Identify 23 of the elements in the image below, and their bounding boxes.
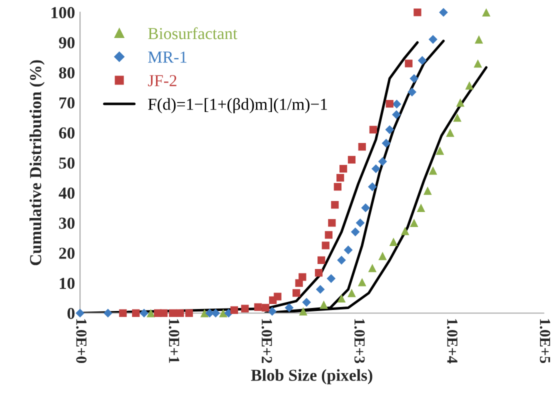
y-tick-label: 90 (58, 37, 75, 48)
y-axis-title: Cumulative Distribution (%) (30, 60, 45, 266)
x-tick-label: 1.0E+2 (262, 319, 272, 363)
legend-label: MR-1 (148, 52, 186, 63)
y-tick-label: 70 (59, 97, 75, 109)
y-tick-label: 30 (59, 218, 75, 229)
x-tick-label: 1.0E+5 (540, 319, 550, 364)
y-tick-label: 10 (60, 278, 75, 289)
x-axis-title: Blob Size (pixels) (251, 369, 372, 384)
y-tick-label: 40 (58, 188, 75, 199)
y-tick-label: 80 (59, 67, 75, 78)
y-tick-label: 0 (67, 308, 75, 320)
legend-label: JF-2 (148, 75, 176, 86)
x-tick-label: 1.0E+1 (168, 319, 180, 363)
legend-label: Biosurfactant (148, 27, 238, 40)
y-tick-label: 60 (59, 127, 75, 139)
x-tick-label: 1.0E+4 (447, 319, 458, 364)
x-tick-label: 1.0E+0 (76, 319, 87, 364)
legend-label: F(d)=1−[1+(βd)m](1/m)−1 (148, 98, 327, 114)
x-tick-label: 1.0E+3 (354, 319, 365, 364)
y-tick-label: 50 (59, 157, 75, 169)
y-tick-label: 20 (59, 248, 75, 259)
y-tick-label: 100 (52, 7, 75, 18)
